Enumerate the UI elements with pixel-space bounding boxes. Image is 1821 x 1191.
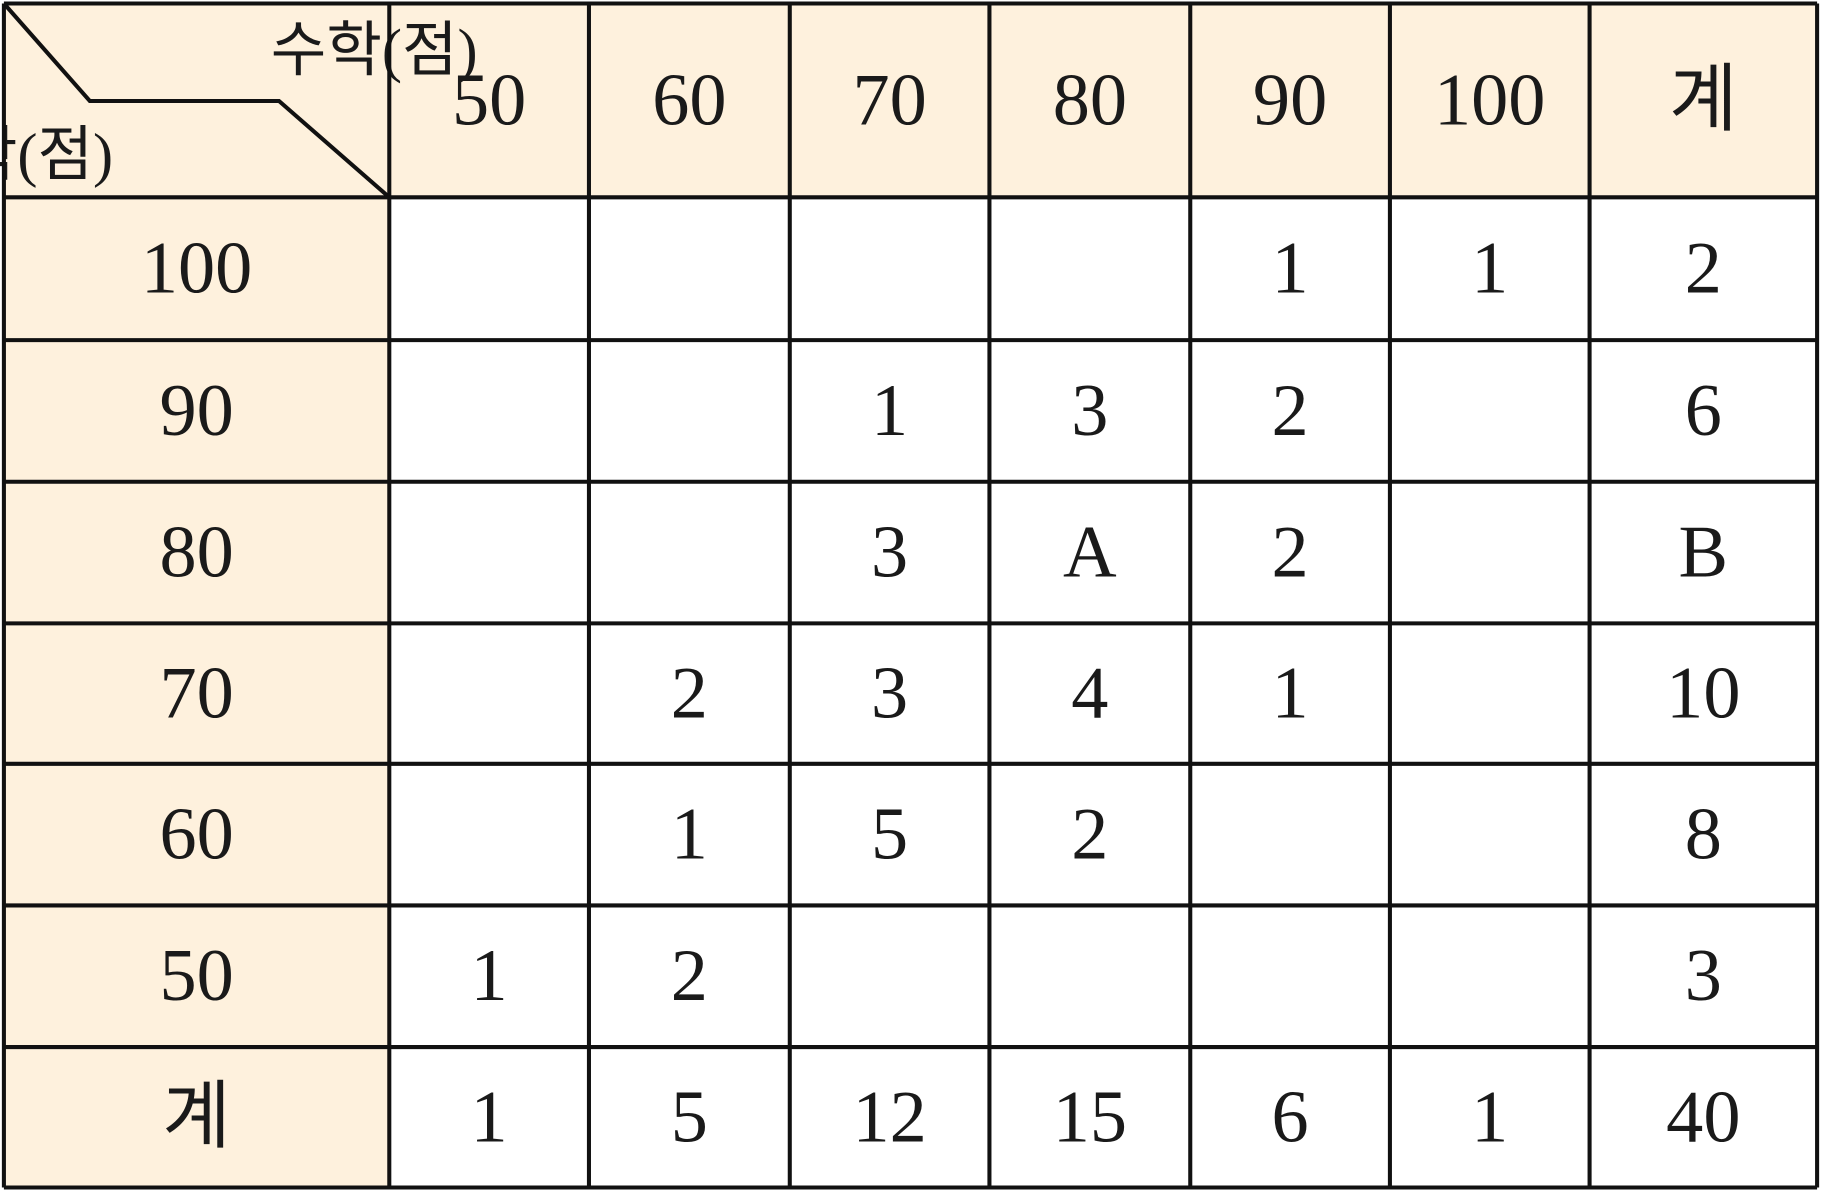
column-header: 60 <box>652 59 726 141</box>
cell: 1 <box>1272 228 1309 310</box>
cell: 3 <box>871 653 908 735</box>
cell: 6 <box>1272 1076 1309 1158</box>
cell: 1 <box>471 1076 508 1158</box>
cell: 15 <box>1053 1076 1127 1158</box>
column-header: 90 <box>1253 59 1327 141</box>
cell: 2 <box>1272 370 1309 452</box>
cell: 3 <box>871 512 908 594</box>
row-header: 90 <box>159 370 233 452</box>
cell: 1 <box>1471 1076 1508 1158</box>
row-header: 70 <box>159 653 233 735</box>
cell: 2 <box>1071 794 1108 876</box>
column-header: 계 <box>1669 59 1737 141</box>
cell: 1 <box>671 794 708 876</box>
cell: 2 <box>671 653 708 735</box>
row-header: 80 <box>159 512 233 594</box>
cell: A <box>1063 512 1117 594</box>
cell: 1 <box>1471 228 1508 310</box>
cell: 1 <box>471 935 508 1017</box>
cell: 5 <box>671 1076 708 1158</box>
cell: 2 <box>1272 512 1309 594</box>
column-header: 70 <box>852 59 926 141</box>
corner-diagonal <box>2 2 391 199</box>
cell: 1 <box>871 370 908 452</box>
corner: 수학(점) <box>271 18 478 85</box>
cell: 1 <box>1272 653 1309 735</box>
cell: 5 <box>871 794 908 876</box>
column-header: 80 <box>1053 59 1127 141</box>
cell: 2 <box>1685 228 1722 310</box>
cell: 10 <box>1666 653 1740 735</box>
row-header: 60 <box>159 794 233 876</box>
cell: 40 <box>1666 1076 1740 1158</box>
row-header: 50 <box>159 935 233 1017</box>
cell: B <box>1679 512 1729 594</box>
row-header: 계 <box>162 1076 230 1158</box>
cell: 6 <box>1685 370 1722 452</box>
cell: 2 <box>671 935 708 1017</box>
cell: 8 <box>1685 794 1722 876</box>
cell: 4 <box>1071 653 1108 735</box>
cell: 3 <box>1071 370 1108 452</box>
corner: 과학(점) <box>0 122 113 189</box>
cell: 3 <box>1685 935 1722 1017</box>
column-header: 50 <box>452 59 526 141</box>
cell: 12 <box>852 1076 926 1158</box>
row-header: 100 <box>141 228 252 310</box>
column-header: 100 <box>1434 59 1545 141</box>
header-col-bg <box>3 3 390 1188</box>
